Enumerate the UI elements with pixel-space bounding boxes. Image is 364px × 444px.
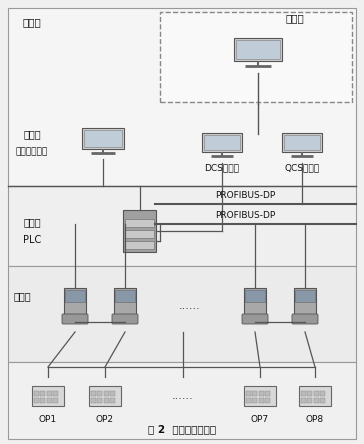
Bar [114, 288, 136, 316]
Bar [34, 398, 39, 403]
Text: QCS上位机: QCS上位机 [284, 163, 320, 173]
Bar [320, 398, 325, 403]
Bar [314, 398, 319, 403]
Bar [47, 398, 52, 403]
FancyBboxPatch shape [242, 314, 268, 324]
FancyBboxPatch shape [160, 12, 352, 102]
Bar [91, 398, 96, 403]
Text: 传动部上位机: 传动部上位机 [16, 147, 48, 156]
Bar [301, 391, 306, 396]
Bar [308, 398, 313, 403]
Bar [204, 135, 240, 151]
Text: PROFIBUS-DP: PROFIBUS-DP [215, 191, 275, 201]
Bar [245, 290, 265, 302]
Bar [259, 391, 264, 396]
Text: OP1: OP1 [39, 415, 57, 424]
Bar [8, 8, 356, 186]
Bar [308, 391, 313, 396]
Bar [8, 362, 356, 439]
Bar [284, 135, 320, 151]
Bar [40, 391, 46, 396]
Bar [244, 386, 276, 406]
Bar [299, 386, 331, 406]
Text: OP8: OP8 [306, 415, 324, 424]
Text: 第二级: 第二级 [23, 217, 41, 227]
Bar [40, 398, 46, 403]
Bar [244, 288, 266, 316]
Bar [64, 288, 86, 316]
FancyBboxPatch shape [292, 314, 318, 324]
Bar [265, 391, 270, 396]
Bar [253, 398, 257, 403]
Bar [253, 391, 257, 396]
Text: PLC: PLC [23, 235, 41, 245]
Bar [47, 391, 52, 396]
FancyBboxPatch shape [62, 314, 88, 324]
Bar [104, 391, 109, 396]
Bar [8, 266, 356, 362]
Text: 管理级: 管理级 [286, 13, 304, 23]
Bar [91, 391, 96, 396]
Bar [234, 38, 282, 61]
Text: ......: ...... [179, 301, 201, 311]
Bar [126, 241, 154, 249]
Bar [111, 391, 115, 396]
Bar [295, 290, 315, 302]
Bar [126, 219, 154, 227]
Bar [115, 290, 135, 302]
Bar [111, 398, 115, 403]
Bar [320, 391, 325, 396]
Bar [82, 128, 124, 149]
Bar [34, 391, 39, 396]
Text: OP2: OP2 [96, 415, 114, 424]
Bar [123, 210, 157, 252]
Bar [32, 386, 64, 406]
Bar [89, 386, 121, 406]
Text: 以太网: 以太网 [23, 17, 41, 27]
Text: OP7: OP7 [251, 415, 269, 424]
Text: 第一级: 第一级 [13, 291, 31, 301]
Bar [246, 398, 251, 403]
Bar [294, 288, 316, 316]
Bar [301, 398, 306, 403]
Bar [265, 398, 270, 403]
Bar [104, 398, 109, 403]
Bar [98, 398, 103, 403]
Text: 第三级: 第三级 [23, 129, 41, 139]
Bar [314, 391, 319, 396]
Bar [65, 290, 85, 302]
Text: PROFIBUS-DP: PROFIBUS-DP [215, 211, 275, 221]
Bar [84, 130, 122, 147]
Bar [54, 398, 59, 403]
Bar [8, 186, 356, 266]
Bar [282, 133, 322, 152]
Bar [236, 40, 280, 59]
FancyBboxPatch shape [112, 314, 138, 324]
Bar [259, 398, 264, 403]
Text: DCS上位机: DCS上位机 [205, 163, 240, 173]
Bar [246, 391, 251, 396]
Bar [98, 391, 103, 396]
Bar [126, 230, 154, 238]
Bar [54, 391, 59, 396]
Bar [202, 133, 242, 152]
Text: ......: ...... [172, 391, 194, 401]
Text: 图 2  控制系统结构图: 图 2 控制系统结构图 [148, 424, 216, 434]
